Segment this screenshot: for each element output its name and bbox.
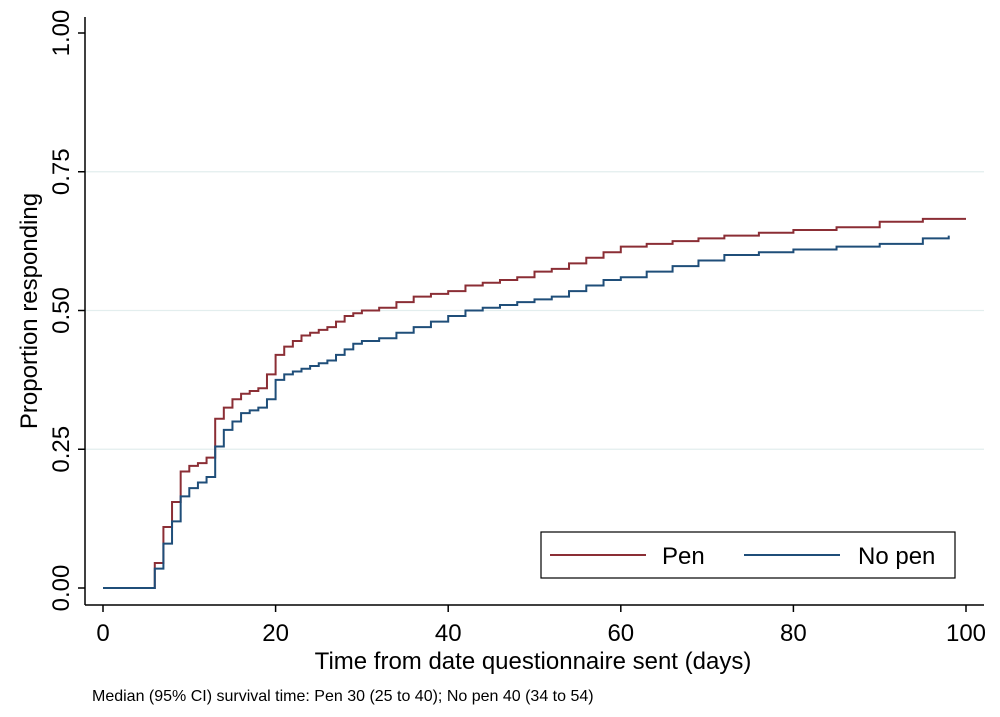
x-tick-label: 20 (262, 620, 289, 647)
y-tick-label: 0.50 (48, 287, 75, 334)
y-tick-label: 1.00 (48, 10, 75, 57)
y-axis-title: Proportion responding (16, 193, 43, 429)
x-ticks: 0 20 40 60 80 100 (96, 605, 986, 647)
x-tick-label: 40 (435, 620, 462, 647)
x-tick-label: 60 (607, 620, 634, 647)
x-tick-label: 100 (946, 620, 986, 647)
legend: Pen No pen (540, 531, 956, 579)
x-axis-title: Time from date questionnaire sent (days) (315, 648, 752, 675)
y-tick-label: 0.75 (48, 148, 75, 195)
series-lines (103, 217, 966, 589)
median-note: Median (95% CI) survival time: Pen 30 (2… (92, 688, 594, 705)
series-line-pen (103, 217, 966, 589)
x-tick-label: 0 (96, 620, 109, 647)
y-tick-label: 0.00 (48, 565, 75, 612)
y-tick-label: 0.25 (48, 426, 75, 473)
x-tick-label: 80 (780, 620, 807, 647)
legend-label-pen: Pen (662, 543, 705, 570)
series-line-no-pen (103, 235, 950, 589)
y-ticks: 0.00 0.25 0.50 0.75 1.00 (48, 10, 85, 612)
legend-label-no-pen: No pen (858, 543, 935, 570)
gridlines (85, 171, 984, 450)
